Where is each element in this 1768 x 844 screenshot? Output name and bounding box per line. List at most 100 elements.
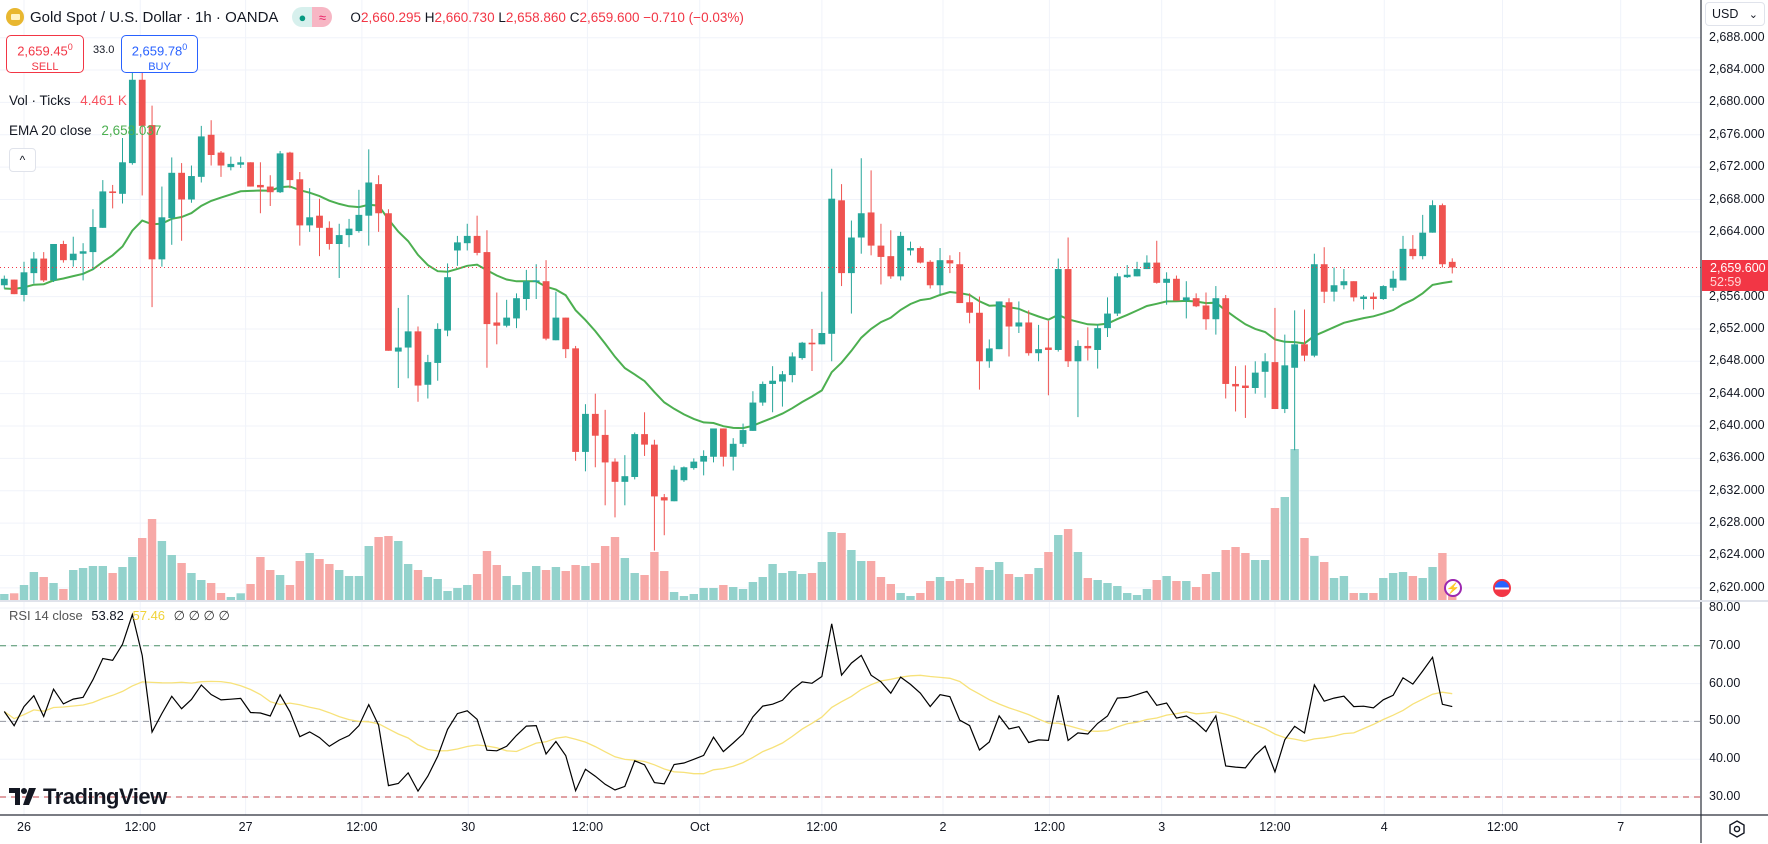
candle — [1350, 281, 1358, 302]
candle — [1379, 285, 1387, 300]
candle-body — [296, 179, 304, 226]
symbol-header: Gold Spot / U.S. Dollar · 1h · OANDA ● ≈… — [6, 6, 744, 28]
volume-bar — [679, 596, 689, 600]
candle-body — [99, 191, 107, 228]
candle-body — [1251, 372, 1259, 388]
volume-bar — [541, 570, 551, 600]
candle-body — [1281, 365, 1289, 410]
volume-bar — [1132, 595, 1142, 600]
volume-bar — [344, 576, 354, 600]
volume-bar — [325, 564, 334, 600]
volume-legend[interactable]: Vol · Ticks 4.461 K — [9, 93, 127, 108]
us-flag-icon[interactable] — [1493, 579, 1511, 597]
price-tick-label: 2,672.000 — [1709, 159, 1765, 174]
volume-bar — [374, 537, 383, 600]
market-open-dot-icon[interactable]: ● — [292, 7, 313, 27]
candle — [296, 171, 304, 246]
candle — [89, 209, 97, 270]
settings-icon[interactable] — [1727, 819, 1747, 839]
candle — [503, 299, 511, 328]
candle-body — [463, 235, 471, 244]
candle-body — [473, 235, 481, 253]
lightning-icon[interactable]: ⚡ — [1444, 579, 1462, 597]
candle — [828, 168, 836, 362]
delayed-data-wave-icon[interactable]: ≈ — [312, 7, 333, 27]
sell-button[interactable]: 2,659.450 SELL — [6, 35, 84, 73]
tradingview-logo[interactable]: TradingView — [9, 784, 167, 810]
candle — [887, 230, 895, 279]
ema-series — [4, 185, 1453, 430]
candle-body — [247, 162, 254, 187]
candle — [207, 120, 215, 166]
price-tick-label: 2,636.000 — [1709, 450, 1765, 465]
rsi-legend[interactable]: RSI 14 close 53.82 57.46 ∅ ∅ ∅ ∅ — [9, 608, 230, 624]
ema-legend[interactable]: EMA 20 close 2,658.037 — [9, 123, 161, 138]
price-tick-label: 2,624.000 — [1709, 547, 1765, 562]
candle — [60, 240, 67, 263]
candle-body — [769, 380, 776, 384]
candle-body — [601, 434, 609, 463]
price-tick-label: 2,628.000 — [1709, 515, 1765, 530]
volume-bar — [896, 593, 905, 600]
volume-bar — [748, 582, 758, 600]
collapse-legend-button[interactable]: ^ — [9, 148, 36, 172]
volume-bar — [1300, 538, 1309, 600]
candle-body — [306, 217, 314, 226]
volume-bar — [1093, 580, 1102, 600]
volume-bar — [797, 574, 807, 600]
candle-body — [1113, 276, 1121, 314]
volume-bar — [571, 565, 580, 600]
volume-bar — [59, 589, 68, 600]
candle — [1123, 265, 1131, 278]
candle — [976, 296, 983, 390]
candle-body — [325, 227, 333, 244]
candle-body — [572, 348, 579, 452]
volume-bar — [1191, 587, 1201, 600]
status-pill[interactable]: ● ≈ — [292, 7, 333, 27]
candle — [227, 156, 235, 171]
volume-bar — [69, 570, 78, 600]
volume-bar — [640, 575, 649, 600]
volume-bar — [886, 584, 895, 600]
candle — [493, 292, 501, 345]
candle-body — [375, 184, 382, 214]
volume-bar — [581, 566, 590, 600]
volume-bar — [1182, 581, 1191, 600]
close-label: C — [569, 9, 580, 25]
chevron-down-icon: ⌄ — [1748, 8, 1758, 21]
candle — [1310, 253, 1318, 358]
volume-bar — [610, 537, 620, 600]
volume-bar — [29, 572, 39, 600]
candle-body — [788, 356, 796, 376]
candle-body — [424, 362, 432, 385]
time-tick-label: 30 — [461, 820, 476, 834]
time-tick-label: 12:00 — [806, 820, 838, 834]
candle — [956, 252, 964, 304]
volume-bar — [669, 592, 679, 600]
symbol-title[interactable]: Gold Spot / U.S. Dollar · 1h · OANDA — [30, 8, 279, 26]
price-tick-label: 2,644.000 — [1709, 385, 1765, 400]
candle — [1005, 298, 1013, 357]
volume-bar — [1083, 578, 1092, 600]
candle-body — [966, 302, 973, 313]
candle — [857, 158, 865, 254]
candle — [582, 404, 589, 472]
volume-bar — [453, 588, 462, 600]
volume-bar — [1172, 581, 1181, 600]
buy-button[interactable]: 2,659.780 BUY — [121, 35, 198, 73]
candle-body — [1439, 205, 1446, 265]
candle-body — [1370, 296, 1377, 300]
sell-label: SELL — [31, 61, 59, 74]
candle-body — [1005, 302, 1013, 327]
candle-body — [1182, 297, 1190, 301]
price-tick-label: 2,652.000 — [1709, 320, 1765, 335]
ema-legend-label: EMA 20 close — [9, 123, 92, 138]
candle-body — [611, 461, 619, 482]
candle — [1045, 320, 1052, 396]
candle-body — [926, 261, 934, 286]
candle-body — [79, 251, 87, 254]
currency-dropdown[interactable]: USD ⌄ — [1705, 2, 1765, 26]
candle — [838, 184, 845, 287]
candle — [729, 438, 737, 471]
